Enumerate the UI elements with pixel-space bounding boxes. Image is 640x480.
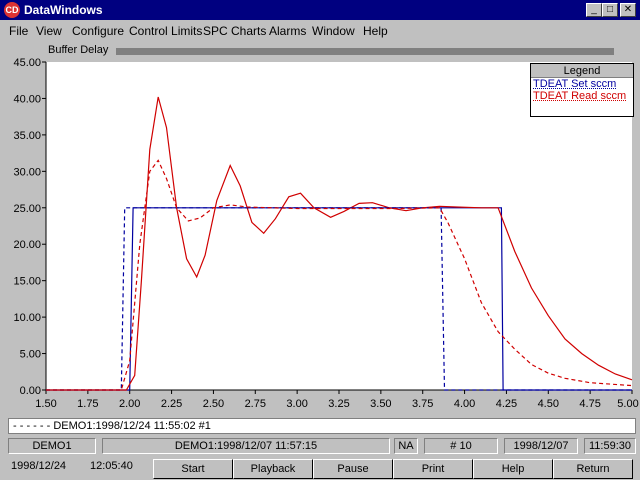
playback-button[interactable]: Playback (233, 459, 313, 479)
cd-icon: CD (4, 2, 20, 18)
series-line-1 (46, 96, 633, 391)
menu-window[interactable]: Window (312, 24, 355, 38)
menu-view[interactable]: View (36, 24, 62, 38)
x-tick-label: 4.50 (538, 398, 559, 410)
overlay-trace-info: - - - - - - DEMO1:1998/12/24 11:55:02 #1 (8, 418, 636, 434)
menu-spc-charts[interactable]: SPC Charts (203, 24, 267, 38)
buffer-delay-label: Buffer Delay (48, 44, 109, 56)
current-time: 12:05:40 (90, 460, 133, 472)
print-button[interactable]: Print (393, 459, 473, 479)
series-line-3 (46, 159, 633, 391)
legend: Legend TDEAT Set sccm TDEAT Read sccm (530, 63, 634, 117)
help-button[interactable]: Help (473, 459, 553, 479)
pause-button[interactable]: Pause (313, 459, 393, 479)
return-button[interactable]: Return (553, 459, 633, 479)
y-tick-label: 45.00 (13, 58, 41, 69)
legend-entry-set[interactable]: TDEAT Set sccm (533, 78, 617, 90)
minimize-button[interactable]: _ (586, 3, 602, 17)
menu-help[interactable]: Help (363, 24, 388, 38)
x-tick-label: 3.50 (370, 398, 391, 410)
dashed-line-icon: - - - - - - (13, 420, 51, 432)
status-timestamp: DEMO1:1998/12/07 11:57:15 (102, 438, 390, 454)
y-tick-label: 10.00 (13, 312, 41, 324)
overlay-trace-text: DEMO1:1998/12/24 11:55:02 #1 (53, 420, 211, 432)
status-count: # 10 (424, 438, 498, 454)
title-bar: CD DataWindows _ □ ✕ (0, 0, 640, 20)
menu-file[interactable]: File (9, 24, 29, 38)
y-tick-label: 15.00 (13, 276, 41, 288)
y-tick-label: 35.00 (13, 130, 41, 142)
x-tick-label: 3.75 (412, 398, 433, 410)
status-na: NA (394, 438, 418, 454)
y-tick-label: 30.00 (13, 166, 41, 178)
x-tick-label: 2.75 (245, 398, 266, 410)
menu-control-limits[interactable]: Control Limits (129, 24, 203, 38)
maximize-button[interactable]: □ (602, 3, 618, 17)
y-tick-label: 0.00 (20, 385, 41, 397)
buffer-delay-bar (116, 48, 614, 55)
x-tick-label: 4.25 (496, 398, 517, 410)
menu-bar: File View Configure Control Limits SPC C… (0, 20, 640, 40)
status-date: 1998/12/07 (504, 438, 578, 454)
close-button[interactable]: ✕ (620, 3, 636, 17)
x-tick-label: 4.00 (454, 398, 475, 410)
y-tick-label: 40.00 (13, 93, 41, 105)
x-tick-label: 2.25 (161, 398, 182, 410)
status-time: 11:59:30 (584, 438, 636, 454)
y-tick-label: 20.00 (13, 239, 41, 251)
menu-configure[interactable]: Configure (72, 24, 125, 38)
window-title: DataWindows (24, 3, 103, 17)
x-tick-label: 3.25 (328, 398, 349, 410)
x-tick-label: 4.75 (579, 398, 600, 410)
y-tick-label: 5.00 (20, 349, 41, 361)
menu-alarms[interactable]: Alarms (269, 24, 307, 38)
x-tick-label: 1.75 (77, 398, 98, 410)
x-tick-label: 3.00 (286, 398, 307, 410)
current-date: 1998/12/24 (11, 460, 67, 472)
legend-title: Legend (531, 64, 633, 78)
x-tick-label: 1.50 (35, 398, 56, 410)
status-source: DEMO1 (8, 438, 96, 454)
x-tick-label: 2.00 (119, 398, 140, 410)
y-tick-label: 25.00 (13, 203, 41, 215)
start-button[interactable]: Start (153, 459, 233, 479)
legend-entry-read[interactable]: TDEAT Read sccm (533, 90, 627, 102)
x-tick-label: 5.00 (617, 398, 638, 410)
x-tick-label: 2.50 (203, 398, 224, 410)
